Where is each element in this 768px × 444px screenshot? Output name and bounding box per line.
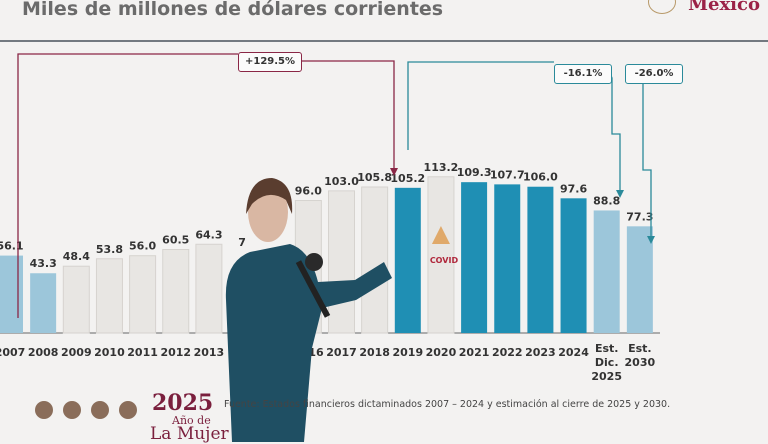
bar: [30, 273, 57, 333]
tick-label: 2010: [94, 346, 125, 359]
source-note: Fuente: Estados financieros dictaminados…: [224, 399, 671, 410]
arrow-head: [647, 236, 655, 244]
bar: [527, 186, 554, 333]
tick-label: 2013: [194, 346, 225, 359]
tick-label: Est.: [628, 342, 652, 355]
tick-label: 2024: [558, 346, 589, 359]
footer-mujer: La Mujer: [150, 424, 229, 444]
bar: [162, 249, 190, 334]
tick-label: 2009: [61, 346, 92, 359]
tick-label: 2008: [28, 346, 59, 359]
covid-label: COVID: [430, 256, 459, 265]
arrow-head: [390, 168, 398, 176]
government-logo: México: [688, 0, 760, 15]
tick-label: 2023: [525, 346, 556, 359]
increase-annotation: +129.5%: [238, 52, 302, 72]
data-label: 43.3: [30, 257, 57, 270]
increase-connector: [17, 53, 238, 318]
increase-connector: [300, 60, 395, 172]
bar: [560, 198, 587, 333]
bar: [129, 255, 157, 334]
footer-year: 2025: [152, 390, 214, 416]
decrease-connector: [642, 83, 652, 240]
data-label: 77.3: [626, 210, 653, 223]
data-label: 97.6: [560, 182, 587, 195]
tick-label: 2018: [359, 346, 390, 359]
bar: [461, 182, 488, 333]
bar: [626, 226, 653, 333]
tick-label: 2021: [459, 346, 490, 359]
tick-label: 2012: [160, 346, 191, 359]
bar: [328, 190, 355, 334]
data-label: 107.7: [490, 168, 525, 181]
bar: [95, 258, 123, 334]
bar: [394, 187, 421, 333]
tick-label: 2019: [392, 346, 423, 359]
data-label: 60.5: [162, 234, 189, 247]
bar: [427, 176, 455, 334]
footer-ano: Año de: [172, 414, 211, 427]
footer-illustration: [91, 401, 109, 419]
data-label: 105.8: [357, 171, 392, 184]
arrow-head: [616, 190, 624, 198]
tick-label: 2007: [0, 346, 25, 359]
bar: [593, 210, 620, 333]
tick-label: 2020: [426, 346, 457, 359]
tick-label: 2030: [625, 356, 656, 369]
data-label: 106.0: [523, 171, 558, 184]
decrease-connector: [407, 61, 554, 150]
data-label: 96.0: [295, 185, 322, 198]
footer-illustration: [119, 401, 137, 419]
data-label: 56.0: [129, 240, 156, 253]
bar: [494, 184, 521, 333]
data-label: 7: [238, 236, 246, 249]
tick-label: Dic.: [595, 356, 619, 369]
tick-label: 2025: [591, 370, 622, 383]
tick-label: 2022: [492, 346, 523, 359]
warning-icon: [431, 226, 450, 244]
data-label: 113.2: [424, 161, 459, 174]
data-label: 105.2: [390, 172, 425, 185]
footer-illustration: [63, 401, 81, 419]
bar: [0, 255, 23, 333]
data-label: 53.8: [96, 243, 123, 256]
bar: [195, 243, 223, 334]
data-label: 88.8: [593, 194, 620, 207]
data-label: 109.3: [457, 166, 492, 179]
tick-label: 2017: [326, 346, 357, 359]
decrease-annotation-2025: -16.1%: [554, 64, 612, 84]
decrease-annotation-2030: -26.0%: [625, 64, 683, 84]
data-label: 48.4: [63, 250, 90, 263]
data-label: 103.0: [324, 175, 359, 188]
tick-label: Est.: [595, 342, 619, 355]
chart-title: Miles de millones de dólares corrientes: [22, 0, 444, 20]
footer-illustration: [35, 401, 53, 419]
data-label: 64.3: [195, 228, 222, 241]
bar: [361, 186, 389, 334]
tick-label: 2011: [127, 346, 158, 359]
bar: [62, 265, 90, 334]
